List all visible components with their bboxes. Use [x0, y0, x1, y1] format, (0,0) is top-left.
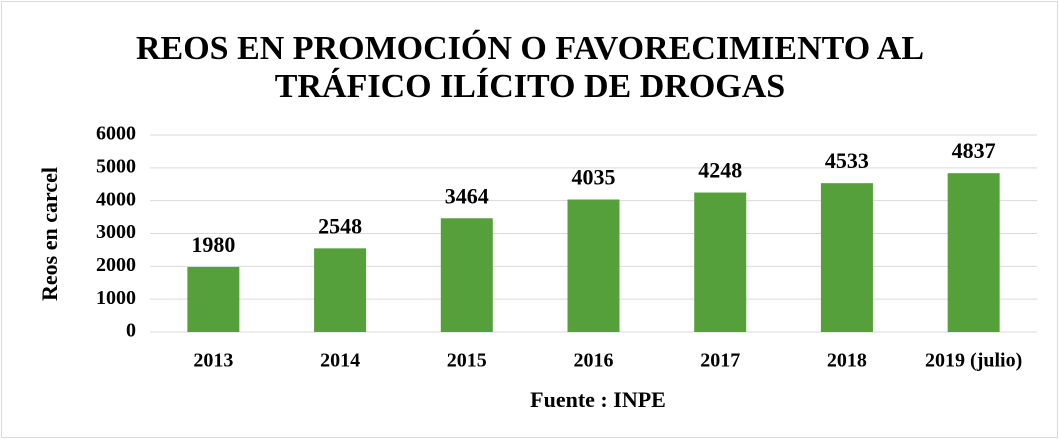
y-tick-label: 2000: [96, 254, 136, 276]
value-label: 4035: [572, 165, 616, 190]
bar: [694, 192, 747, 332]
x-tick-label: 2013: [193, 350, 233, 372]
bar: [440, 218, 493, 332]
x-tick-label: 2017: [700, 350, 740, 372]
value-label: 2548: [318, 213, 362, 238]
y-axis-label: Reos en carcel: [37, 167, 62, 301]
bar: [314, 248, 367, 332]
bar: [947, 173, 1000, 332]
value-label: 4533: [825, 148, 869, 173]
bar: [187, 266, 240, 332]
bar: [820, 183, 873, 332]
y-tick-label: 0: [126, 320, 136, 342]
x-tick-label: 2016: [574, 350, 614, 372]
x-tick-label: 2019 (julio): [925, 350, 1022, 372]
bar: [567, 199, 620, 332]
y-tick-label: 6000: [96, 123, 136, 145]
y-tick-label: 5000: [96, 155, 136, 177]
x-axis-label: Fuente : INPE: [530, 387, 666, 412]
y-tick-label: 1000: [96, 287, 136, 309]
value-label: 1980: [191, 232, 235, 257]
chart-title: REOS EN PROMOCIÓN O FAVORECIMIENTO AL TR…: [135, 30, 925, 105]
value-label: 4837: [952, 138, 996, 163]
x-tick-label: 2015: [447, 350, 487, 372]
value-label: 3464: [445, 183, 489, 208]
value-label: 4248: [698, 158, 742, 183]
x-tick-label: 2018: [827, 350, 867, 372]
y-tick-label: 3000: [96, 221, 136, 243]
x-tick-label: 2014: [320, 350, 360, 372]
y-tick-label: 4000: [96, 188, 136, 210]
